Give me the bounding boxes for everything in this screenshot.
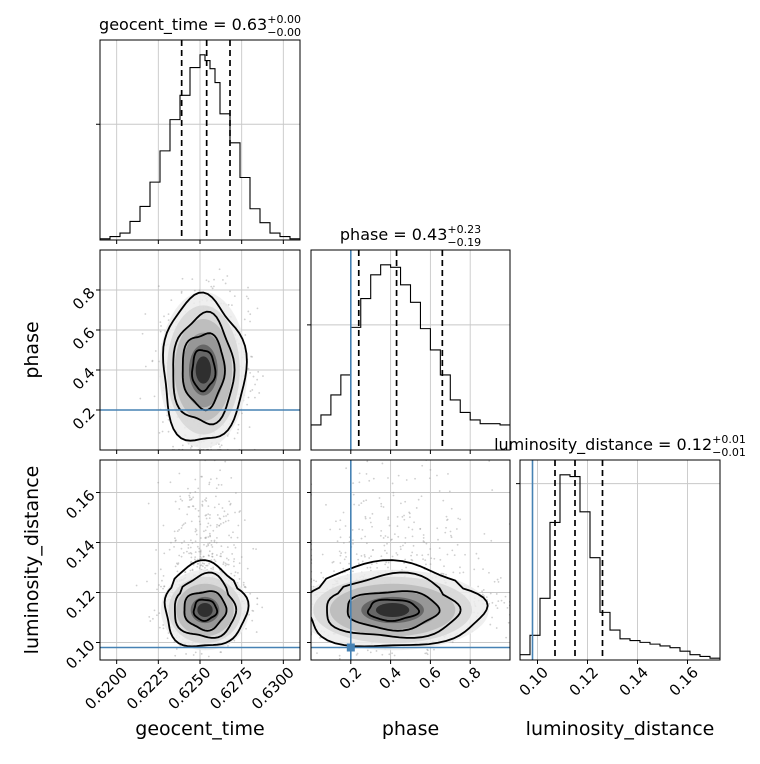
x-tick-label-luminosity_distance: 0.16 [666, 663, 702, 699]
title-value: geocent_time = 0.63 [99, 15, 267, 35]
title-upper-error: +0.01 [712, 433, 746, 446]
x-axis-label-phase: phase [382, 718, 439, 740]
x-tick-label-geocent_time: 0.6250 [165, 663, 215, 713]
title-value: phase = 0.43 [340, 225, 447, 244]
panel-frame [310, 459, 511, 661]
contour-level-1 [366, 598, 421, 622]
histogram-luminosity_distance [520, 474, 720, 660]
x-tick-label-luminosity_distance: 0.12 [566, 663, 602, 699]
title-upper-error: +0.00 [267, 13, 301, 26]
x-tick-label-luminosity_distance: 0.10 [516, 663, 552, 699]
y-tick-label-luminosity_distance: 0.14 [62, 536, 98, 572]
y-tick-label-phase: 0.6 [69, 324, 99, 354]
contour-level-3 [174, 571, 238, 639]
x-tick-label-phase: 0.2 [336, 663, 366, 693]
contour-level-3 [326, 571, 462, 639]
x-tick-label-geocent_time: 0.6275 [206, 663, 256, 713]
title-upper-error: +0.23 [447, 223, 481, 236]
y-tick-label-phase: 0.4 [69, 364, 99, 394]
x-tick-label-phase: 0.6 [415, 663, 445, 693]
x-tick-label-phase: 0.8 [455, 663, 485, 693]
title-lower-error: −0.01 [712, 446, 746, 459]
histogram-title-luminosity_distance: luminosity_distance = 0.12+0.01 −0.01 [494, 433, 746, 459]
histogram-title-geocent_time: geocent_time = 0.63+0.00 −0.00 [99, 13, 301, 39]
x-tick-label-geocent_time: 0.6300 [248, 663, 298, 713]
density-level [195, 356, 211, 384]
histogram-panel-geocent_time: geocent_time = 0.63+0.00 −0.00 [96, 13, 301, 244]
y-tick-label-luminosity_distance: 0.10 [62, 636, 98, 672]
panel-frame [310, 249, 511, 451]
y-axis-label-phase: phase [21, 321, 43, 378]
contour-level-1 [192, 598, 219, 622]
contour-level-4 [163, 559, 250, 648]
contour-level-3 [172, 310, 236, 426]
truth-marker [346, 643, 355, 652]
density-level [197, 603, 213, 617]
x-tick-label-luminosity_distance: 0.14 [616, 663, 652, 699]
y-axis-label-luminosity_distance: luminosity_distance [21, 466, 43, 655]
y-tick-label-luminosity_distance: 0.16 [62, 486, 98, 522]
contour-level-4 [162, 291, 248, 442]
x-axis-label-geocent_time: geocent_time [135, 718, 264, 740]
contour-level-2 [183, 590, 228, 632]
title-lower-error: −0.00 [267, 26, 301, 39]
histogram-panel-luminosity_distance: luminosity_distance = 0.12+0.01 −0.01 [494, 433, 746, 664]
joint-panel-geocent_time-phase [96, 249, 301, 454]
title-value: luminosity_distance = 0.12 [494, 435, 712, 455]
title-lower-error: −0.19 [447, 236, 481, 249]
x-axis-label-luminosity_distance: luminosity_distance [526, 718, 715, 740]
contour-level-4 [311, 559, 489, 648]
histogram-phase [311, 264, 510, 450]
y-tick-label-phase: 0.8 [69, 284, 99, 314]
histogram-title-phase: phase = 0.43+0.23 −0.19 [340, 223, 481, 249]
density-level [375, 603, 410, 617]
x-tick-label-geocent_time: 0.6200 [81, 663, 131, 713]
y-tick-label-luminosity_distance: 0.12 [62, 586, 98, 622]
panel-frame [519, 459, 721, 661]
histogram-geocent_time [100, 54, 300, 240]
x-tick-label-phase: 0.4 [375, 663, 405, 693]
y-tick-label-phase: 0.2 [69, 404, 99, 434]
histogram-panel-phase: phase = 0.43+0.23 −0.19 [307, 223, 511, 454]
joint-panel-geocent_time-luminosity_distance [96, 459, 301, 664]
joint-panel-phase-luminosity_distance [307, 459, 511, 664]
contour-level-1 [191, 349, 217, 393]
contour-level-2 [181, 332, 226, 412]
contour-level-2 [346, 590, 441, 632]
x-tick-label-geocent_time: 0.6225 [123, 663, 173, 713]
